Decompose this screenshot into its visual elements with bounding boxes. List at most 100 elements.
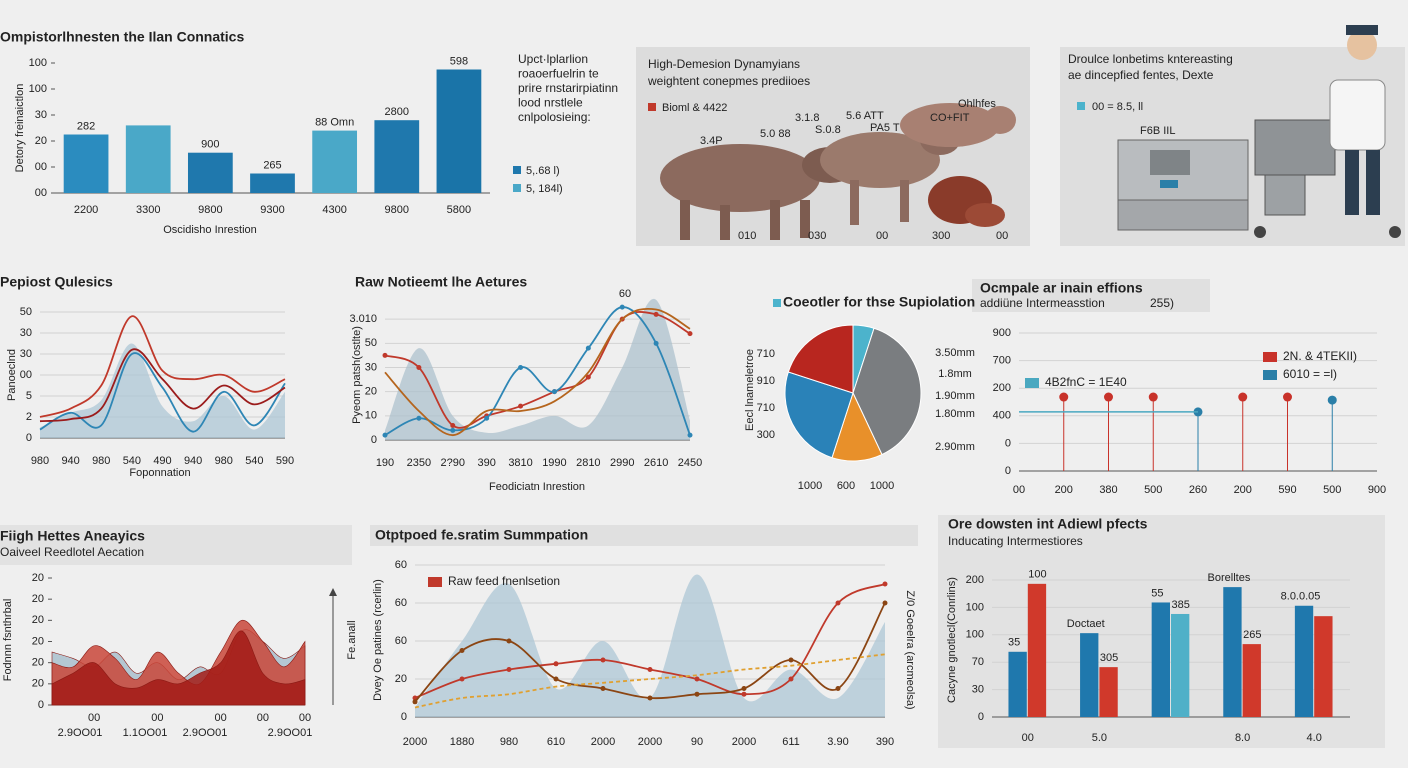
x-tick-label: 00	[299, 712, 311, 724]
x-tick-label: 3300	[136, 204, 160, 216]
x-tick-label: 500	[1144, 484, 1162, 496]
x-tick-label: 3.90	[827, 736, 848, 748]
x-tick-label: 540	[123, 455, 141, 467]
point	[450, 427, 456, 433]
x-tick-label: 900	[1368, 484, 1386, 496]
bar	[1080, 633, 1099, 717]
chart-subtitle: Oaiveel Reedlotel Aecation	[0, 545, 144, 559]
bottom-label: 600	[837, 480, 855, 492]
note: lood nrstlele	[518, 96, 583, 110]
chart-title: Pepiost Qulesics	[0, 274, 113, 290]
x-tick-label: 2000	[732, 736, 756, 748]
line	[414, 653, 886, 709]
chart-title: Ocmpale ar inain effions	[980, 280, 1143, 296]
point	[585, 374, 591, 380]
note: Upct·lplarlion	[518, 52, 588, 66]
x-tick-label: 4300	[322, 204, 346, 216]
slice-label: 1.80mm	[935, 408, 975, 420]
y-tick-label: 60	[395, 597, 407, 609]
x-tick-label: 5800	[447, 204, 471, 216]
line	[39, 348, 286, 423]
x-sublabel: 2.9OO01	[58, 727, 103, 739]
annotation: 100	[1028, 569, 1046, 581]
y-tick-label: 30	[20, 348, 32, 360]
legend-label: 00 = 8.5, ll	[1092, 101, 1143, 113]
legend-swatch	[1263, 370, 1277, 380]
x-sublabel: 2.9OO01	[268, 727, 313, 739]
panel-title: Droulce lonbetims kntereasting	[1068, 52, 1233, 66]
y-axis-label: Panoeclnd	[6, 349, 18, 401]
point	[835, 600, 841, 606]
legend-swatch	[1025, 378, 1039, 388]
label: F6B IIL	[1140, 125, 1175, 137]
y-axis-label: Z/0 Goeelra (arcmeolsa)	[904, 590, 916, 709]
x-tick-label: 1990	[542, 457, 566, 469]
point	[882, 600, 888, 606]
point	[1104, 392, 1113, 402]
point	[412, 699, 418, 705]
pie-slice	[852, 327, 922, 456]
y-axis-label: Detory freinaictlon	[14, 84, 26, 173]
annotation: 305	[1100, 652, 1118, 664]
chart-title: Ore dowsten int Adiewl pfects	[948, 516, 1148, 532]
x-tick-label: 2990	[610, 457, 634, 469]
x-tick-label: 980	[500, 736, 518, 748]
y-tick-label: 2	[26, 411, 32, 423]
y-tick-label: 20	[35, 135, 47, 147]
point	[600, 686, 606, 691]
y-tick-label: 100	[966, 601, 984, 613]
slice-label: 2.90mm	[935, 441, 975, 453]
x-axis-label: Oscidisho Inrestion	[163, 224, 257, 236]
side-label: 910	[757, 375, 775, 387]
point	[553, 661, 559, 667]
label: S.0.8	[815, 124, 841, 136]
bar	[125, 125, 171, 193]
legend-label: Raw feed fnenlsetion	[448, 574, 560, 588]
y-axis-label: Pyeom patsh(ostlte)	[351, 326, 363, 424]
bottom-label: 1000	[870, 480, 894, 492]
y-axis-label: Eecl lnameletroe	[744, 349, 756, 431]
chart-title: Raw Notieemt lhe Aetures	[355, 274, 527, 290]
label: 5.6 ATT	[846, 110, 884, 122]
y-tick-label: 0	[371, 434, 377, 446]
pie-slice	[787, 324, 854, 394]
y-tick-label: 30	[20, 327, 32, 339]
x-axis-label: Foponnation	[129, 467, 190, 479]
note: prire rnstarirpiatinn	[518, 81, 618, 95]
point	[1238, 392, 1248, 402]
legend-swatch	[1263, 352, 1277, 362]
point	[653, 340, 659, 346]
tick-label: 300	[932, 230, 950, 242]
chart-subtitle: Inducating Intermestiores	[948, 534, 1083, 548]
x-tick-label: 00	[215, 712, 227, 724]
y-tick-label: 100	[29, 57, 47, 69]
panel-title: High-Demesion Dynamyians	[648, 57, 800, 71]
point	[694, 691, 700, 697]
x-tick-label: 2450	[678, 457, 702, 469]
x-tick-label: 00	[257, 712, 269, 724]
y-tick-label: 20	[395, 673, 407, 685]
y-tick-label: 200	[993, 382, 1011, 394]
slice-label: 1.8mm	[938, 368, 972, 380]
point	[1327, 395, 1337, 405]
slice-label: 3.50mm	[935, 347, 975, 359]
x-tick-label: 390	[477, 457, 495, 469]
y-tick-label: 30	[365, 361, 377, 373]
annotation: 385	[1171, 599, 1189, 611]
legend-label: Bioml & 4422	[662, 102, 727, 114]
tick-label: 00	[996, 230, 1008, 242]
point	[506, 667, 512, 672]
bottom-label: 1000	[798, 480, 822, 492]
panel-subtitle: ae dincepfied fentes, Dexte	[1068, 68, 1214, 82]
bar	[63, 134, 109, 193]
point	[1283, 392, 1292, 402]
bar	[1008, 651, 1027, 717]
x-tick-label: 1880	[450, 736, 474, 748]
label: PA5 T	[870, 122, 900, 134]
legend-swatch	[1077, 102, 1085, 110]
annotation: 55	[1151, 587, 1163, 599]
x-tick-label: 260	[1189, 484, 1207, 496]
y-tick-label: 00	[35, 161, 47, 173]
x-tick-label: 980	[31, 455, 49, 467]
